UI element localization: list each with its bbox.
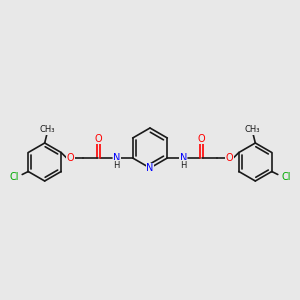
Text: O: O bbox=[226, 153, 233, 163]
Text: Cl: Cl bbox=[10, 172, 19, 182]
Text: H: H bbox=[113, 160, 120, 169]
Text: O: O bbox=[197, 134, 205, 144]
Text: O: O bbox=[95, 134, 103, 144]
Text: H: H bbox=[180, 160, 187, 169]
Text: CH₃: CH₃ bbox=[40, 125, 56, 134]
Text: N: N bbox=[180, 153, 187, 163]
Text: CH₃: CH₃ bbox=[244, 125, 260, 134]
Text: O: O bbox=[67, 153, 74, 163]
Text: N: N bbox=[146, 163, 154, 173]
Text: Cl: Cl bbox=[281, 172, 290, 182]
Text: N: N bbox=[113, 153, 120, 163]
